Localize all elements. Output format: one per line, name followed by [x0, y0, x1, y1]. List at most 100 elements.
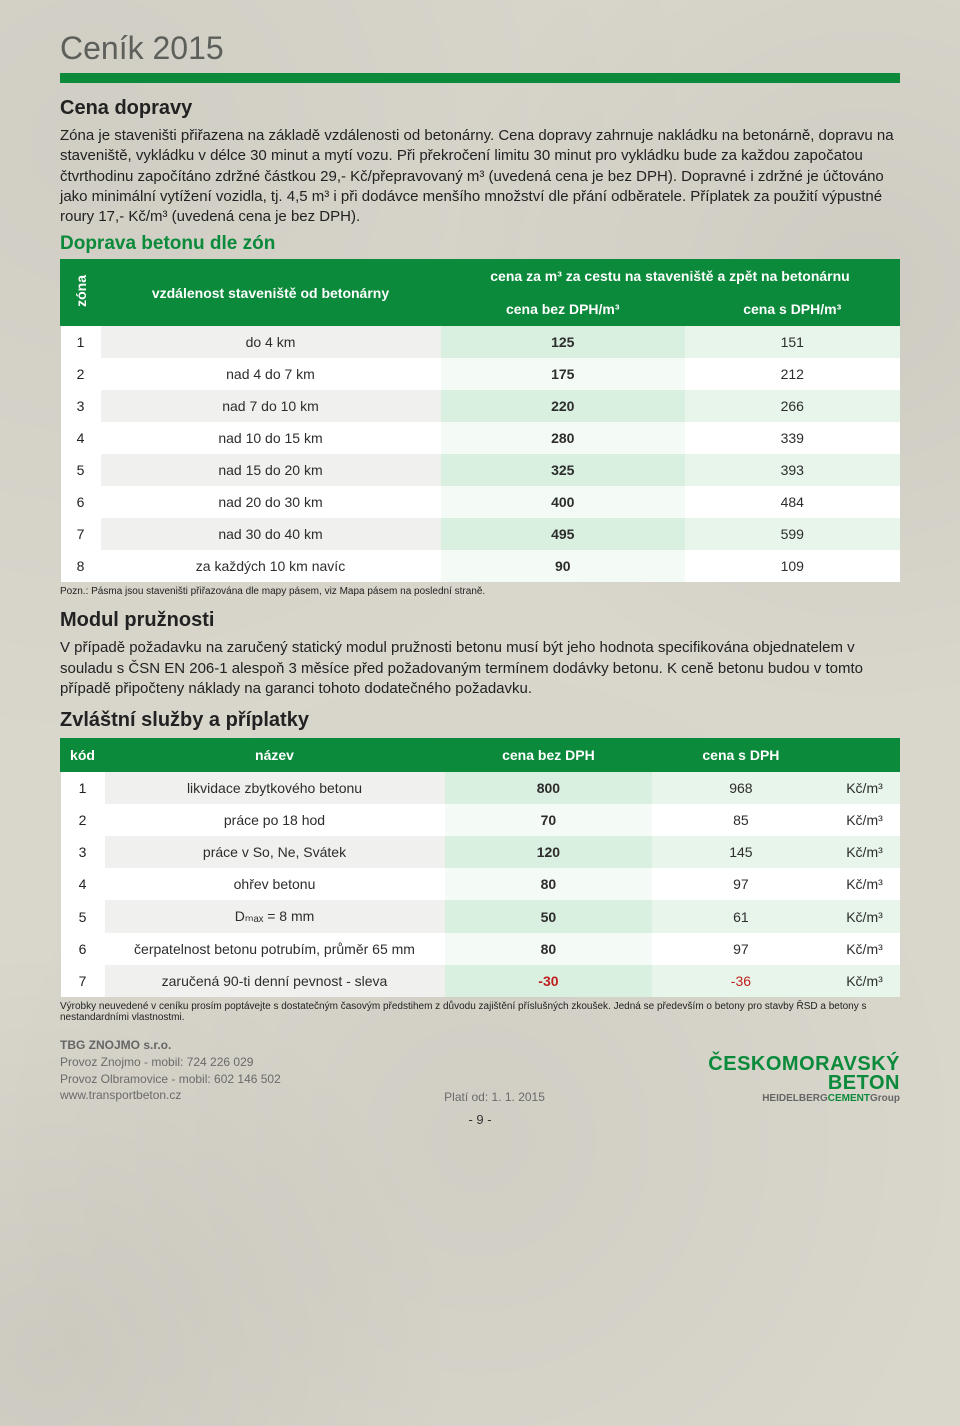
table-row: 8za každých 10 km navíc90109 — [61, 550, 900, 582]
table-row: 7nad 30 do 40 km495599 — [61, 518, 900, 550]
cell-price-bez: 50 — [445, 900, 653, 933]
cell-price-s: 109 — [685, 550, 900, 582]
heading-cena-dopravy: Cena dopravy — [60, 97, 900, 120]
cell-price-bez: 70 — [445, 804, 653, 836]
cell-distance: do 4 km — [101, 326, 441, 359]
cell-price-bez: 90 — [441, 550, 686, 582]
footer-valid: Platí od: 1. 1. 2015 — [444, 1090, 545, 1104]
services-table: kód název cena bez DPH cena s DPH 1likvi… — [60, 738, 900, 997]
cell-price-s: 151 — [685, 326, 900, 359]
cell-price-bez: 80 — [445, 933, 653, 965]
cell-price-bez: 175 — [441, 358, 686, 390]
footer-web: www.transportbeton.cz — [60, 1087, 281, 1104]
cell-price-s: -36 — [652, 965, 829, 997]
footer: TBG ZNOJMO s.r.o. Provoz Znojmo - mobil:… — [60, 1037, 900, 1104]
cell-kod: 1 — [61, 772, 105, 805]
cell-kod: 2 — [61, 804, 105, 836]
cell-price-s: 599 — [685, 518, 900, 550]
table-row: 6čerpatelnost betonu potrubím, průměr 65… — [61, 933, 900, 965]
cell-price-s: 212 — [685, 358, 900, 390]
table-row: 5Dₘₐₓ = 8 mm5061Kč/m³ — [61, 900, 900, 933]
table-row: 1do 4 km125151 — [61, 326, 900, 359]
col-unit — [830, 739, 900, 772]
cell-zone: 4 — [61, 422, 101, 454]
table-row: 1likvidace zbytkového betonu800968Kč/m³ — [61, 772, 900, 805]
cell-zone: 5 — [61, 454, 101, 486]
table-row: 6nad 20 do 30 km400484 — [61, 486, 900, 518]
col-nazev: název — [105, 739, 445, 772]
cell-price-bez: 400 — [441, 486, 686, 518]
table-row: 4ohřev betonu8097Kč/m³ — [61, 868, 900, 900]
cell-distance: nad 15 do 20 km — [101, 454, 441, 486]
footer-company: TBG ZNOJMO s.r.o. — [60, 1037, 281, 1054]
col-cena-group: cena za m³ za cestu na staveniště a zpět… — [441, 260, 900, 293]
cell-kod: 6 — [61, 933, 105, 965]
cell-price-s: 393 — [685, 454, 900, 486]
cell-price-s: 97 — [652, 868, 829, 900]
cell-price-bez: 80 — [445, 868, 653, 900]
cell-zone: 7 — [61, 518, 101, 550]
cell-price-bez: 220 — [441, 390, 686, 422]
cell-unit: Kč/m³ — [830, 804, 900, 836]
cell-price-s: 968 — [652, 772, 829, 805]
cell-distance: nad 30 do 40 km — [101, 518, 441, 550]
zones-table: zóna vzdálenost staveniště od betonárny … — [60, 259, 900, 582]
page-number: - 9 - — [60, 1112, 900, 1127]
cell-price-s: 484 — [685, 486, 900, 518]
cell-zone: 2 — [61, 358, 101, 390]
cell-nazev: čerpatelnost betonu potrubím, průměr 65 … — [105, 933, 445, 965]
cell-nazev: práce v So, Ne, Svátek — [105, 836, 445, 868]
cell-price-bez: 495 — [441, 518, 686, 550]
cell-kod: 4 — [61, 868, 105, 900]
logo-line2: BETON — [708, 1074, 900, 1093]
text-modul: V případě požadavku na zaručený statický… — [60, 638, 900, 699]
text-cena-dopravy: Zóna je staveništi přiřazena na základě … — [60, 126, 900, 227]
col-cena-s: cena s DPH/m³ — [685, 293, 900, 326]
cell-price-bez: 280 — [441, 422, 686, 454]
cell-zone: 1 — [61, 326, 101, 359]
cell-price-bez: -30 — [445, 965, 653, 997]
page-title: Ceník 2015 — [60, 30, 900, 67]
logo-sub: HEIDELBERGCEMENTGroup — [708, 1093, 900, 1104]
cell-unit: Kč/m³ — [830, 900, 900, 933]
table-row: 2práce po 18 hod7085Kč/m³ — [61, 804, 900, 836]
col-zona: zóna — [73, 275, 89, 307]
heading-sluzby: Zvláštní služby a příplatky — [60, 709, 900, 732]
cell-kod: 3 — [61, 836, 105, 868]
table-row: 3nad 7 do 10 km220266 — [61, 390, 900, 422]
cell-distance: nad 10 do 15 km — [101, 422, 441, 454]
cell-unit: Kč/m³ — [830, 868, 900, 900]
cell-nazev: ohřev betonu — [105, 868, 445, 900]
cell-nazev: práce po 18 hod — [105, 804, 445, 836]
cell-zone: 6 — [61, 486, 101, 518]
col-sluzby-bez: cena bez DPH — [445, 739, 653, 772]
cell-distance: nad 20 do 30 km — [101, 486, 441, 518]
col-cena-bez: cena bez DPH/m³ — [441, 293, 686, 326]
cell-kod: 7 — [61, 965, 105, 997]
col-sluzby-s: cena s DPH — [652, 739, 829, 772]
cell-price-s: 339 — [685, 422, 900, 454]
cell-kod: 5 — [61, 900, 105, 933]
table-row: 3práce v So, Ne, Svátek120145Kč/m³ — [61, 836, 900, 868]
table-row: 7zaručená 90-ti denní pevnost - sleva-30… — [61, 965, 900, 997]
cell-unit: Kč/m³ — [830, 933, 900, 965]
cell-price-bez: 125 — [441, 326, 686, 359]
heading-modul: Modul pružnosti — [60, 609, 900, 632]
services-note: Výrobky neuvedené v ceníku prosím poptáv… — [60, 1001, 900, 1023]
cell-nazev: zaručená 90-ti denní pevnost - sleva — [105, 965, 445, 997]
cell-price-bez: 325 — [441, 454, 686, 486]
cell-zone: 3 — [61, 390, 101, 422]
cell-nazev: Dₘₐₓ = 8 mm — [105, 900, 445, 933]
cell-price-s: 85 — [652, 804, 829, 836]
cell-zone: 8 — [61, 550, 101, 582]
cell-price-s: 266 — [685, 390, 900, 422]
footer-logo: ČESKOMORAVSKÝ BETON HEIDELBERGCEMENTGrou… — [708, 1055, 900, 1104]
table-row: 4nad 10 do 15 km280339 — [61, 422, 900, 454]
footer-line1: Provoz Znojmo - mobil: 724 226 029 — [60, 1054, 281, 1071]
footer-line2: Provoz Olbramovice - mobil: 602 146 502 — [60, 1071, 281, 1088]
zones-note: Pozn.: Pásma jsou staveništi přiřazována… — [60, 586, 900, 597]
cell-unit: Kč/m³ — [830, 836, 900, 868]
cell-distance: nad 4 do 7 km — [101, 358, 441, 390]
cell-price-s: 97 — [652, 933, 829, 965]
cell-distance: za každých 10 km navíc — [101, 550, 441, 582]
